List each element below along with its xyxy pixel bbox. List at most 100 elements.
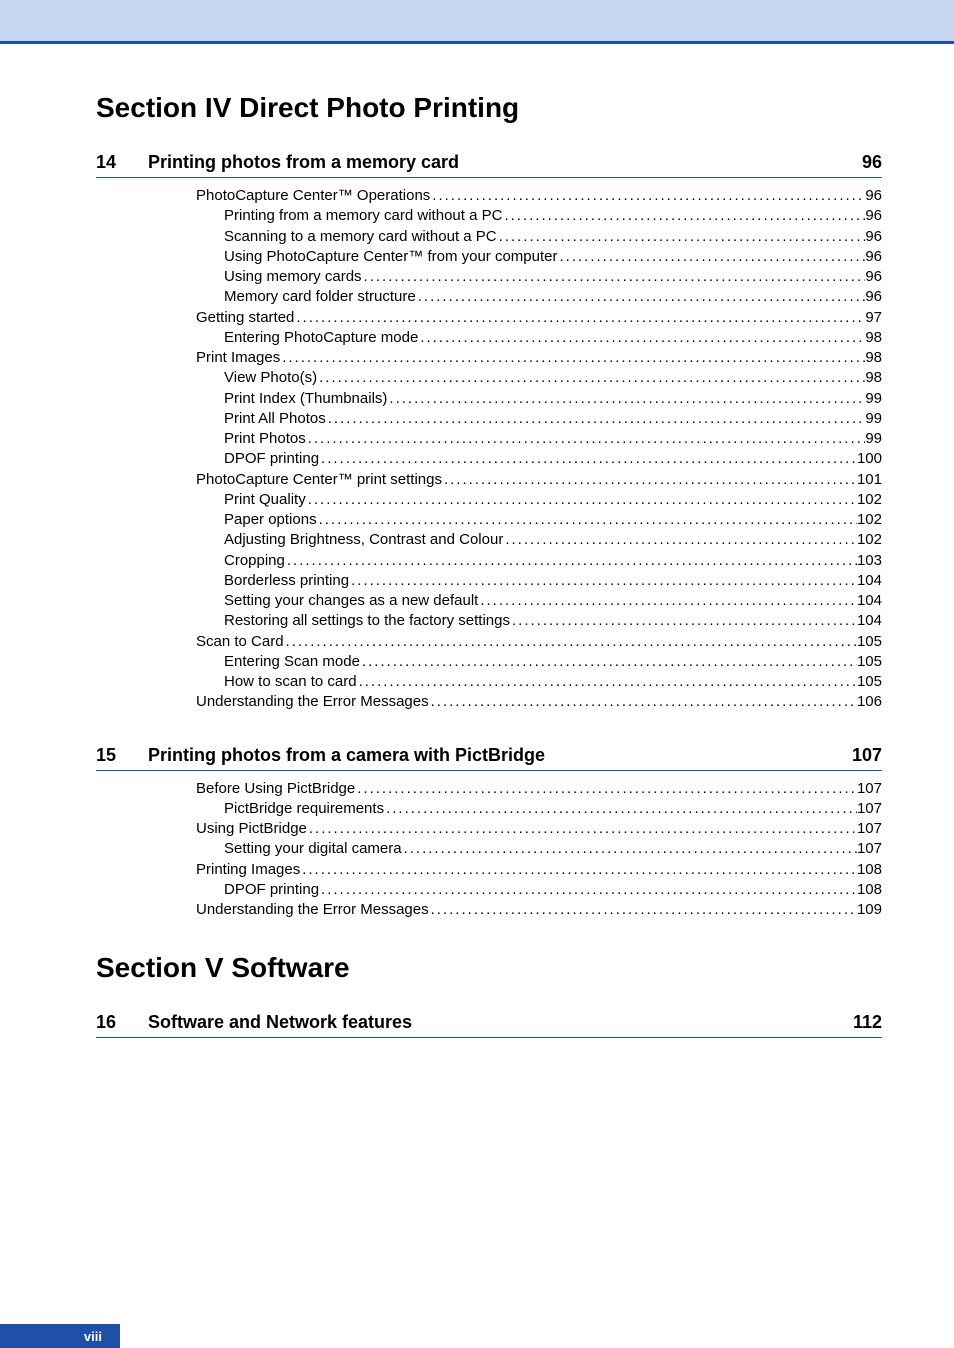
toc-entry-page: 96	[865, 267, 882, 287]
chapter-14-page: 96	[862, 152, 882, 173]
toc-entry-page: 108	[857, 860, 882, 880]
toc-entry-label: DPOF printing	[224, 449, 319, 469]
toc-entry-label: Print Quality	[224, 490, 306, 510]
toc-entry-label: Print Index (Thumbnails)	[224, 389, 387, 409]
toc-entry-label: Print All Photos	[224, 409, 326, 429]
toc-entry[interactable]: Printing from a memory card without a PC…	[196, 206, 882, 226]
toc-leader-dots	[502, 206, 865, 226]
toc-entry[interactable]: Print Images 98	[196, 348, 882, 368]
toc-entry-label: DPOF printing	[224, 880, 319, 900]
toc-entry-label: Setting your digital camera	[224, 839, 402, 859]
toc-entry[interactable]: Printing Images 108	[196, 860, 882, 880]
toc-entry[interactable]: Using PhotoCapture Center™ from your com…	[196, 247, 882, 267]
toc-entry[interactable]: Print Photos99	[196, 429, 882, 449]
toc-entry[interactable]: Print Index (Thumbnails)99	[196, 389, 882, 409]
chapter-15-toc: Before Using PictBridge107PictBridge req…	[196, 779, 882, 921]
toc-leader-dots	[349, 571, 857, 591]
toc-entry[interactable]: Using PictBridge 107	[196, 819, 882, 839]
toc-leader-dots	[478, 591, 857, 611]
toc-entry-label: Before Using PictBridge	[196, 779, 355, 799]
toc-entry-page: 97	[865, 308, 882, 328]
toc-leader-dots	[387, 389, 865, 409]
toc-entry-label: Using PictBridge	[196, 819, 307, 839]
toc-entry[interactable]: Before Using PictBridge107	[196, 779, 882, 799]
toc-entry-label: Borderless printing	[224, 571, 349, 591]
toc-leader-dots	[326, 409, 866, 429]
toc-entry[interactable]: View Photo(s)98	[196, 368, 882, 388]
toc-leader-dots	[294, 308, 865, 328]
toc-entry-label: PictBridge requirements	[224, 799, 384, 819]
toc-leader-dots	[429, 692, 857, 712]
toc-leader-dots	[360, 652, 857, 672]
toc-leader-dots	[300, 860, 857, 880]
toc-entry[interactable]: Using memory cards 96	[196, 267, 882, 287]
toc-entry-label: Getting started	[196, 308, 294, 328]
toc-leader-dots	[355, 779, 857, 799]
chapter-15-title: Printing photos from a camera with PictB…	[148, 745, 852, 766]
toc-entry-page: 105	[857, 632, 882, 652]
toc-entry-page: 105	[857, 652, 882, 672]
toc-entry-page: 96	[865, 206, 882, 226]
toc-entry-page: 106	[857, 692, 882, 712]
toc-leader-dots	[306, 490, 857, 510]
toc-leader-dots	[429, 900, 857, 920]
toc-leader-dots	[557, 247, 865, 267]
toc-entry[interactable]: Getting started 97	[196, 308, 882, 328]
toc-entry[interactable]: PictBridge requirements 107	[196, 799, 882, 819]
toc-entry[interactable]: Understanding the Error Messages 109	[196, 900, 882, 920]
toc-entry[interactable]: Entering PhotoCapture mode98	[196, 328, 882, 348]
toc-entry-label: Using memory cards	[224, 267, 362, 287]
toc-leader-dots	[384, 799, 857, 819]
toc-entry[interactable]: Scanning to a memory card without a PC96	[196, 227, 882, 247]
toc-entry-label: PhotoCapture Center™ Operations	[196, 186, 430, 206]
toc-entry[interactable]: Setting your digital camera107	[196, 839, 882, 859]
toc-entry-label: Scan to Card	[196, 632, 284, 652]
toc-entry[interactable]: Scan to Card 105	[196, 632, 882, 652]
chapter-16-page: 112	[853, 1012, 882, 1033]
toc-entry[interactable]: Cropping103	[196, 551, 882, 571]
toc-entry[interactable]: Memory card folder structure96	[196, 287, 882, 307]
toc-leader-dots	[317, 368, 865, 388]
toc-leader-dots	[497, 227, 866, 247]
chapter-14-toc: PhotoCapture Center™ Operations96Printin…	[196, 186, 882, 713]
toc-entry[interactable]: Setting your changes as a new default104	[196, 591, 882, 611]
toc-entry[interactable]: Borderless printing104	[196, 571, 882, 591]
toc-entry-page: 96	[865, 227, 882, 247]
toc-entry-page: 102	[857, 490, 882, 510]
toc-entry-page: 104	[857, 611, 882, 631]
toc-leader-dots	[284, 632, 857, 652]
toc-entry[interactable]: Print All Photos99	[196, 409, 882, 429]
toc-entry-page: 98	[865, 368, 882, 388]
toc-entry-label: Printing Images	[196, 860, 300, 880]
toc-entry-label: Understanding the Error Messages	[196, 900, 429, 920]
toc-leader-dots	[416, 287, 866, 307]
toc-entry[interactable]: Adjusting Brightness, Contrast and Colou…	[196, 530, 882, 550]
toc-leader-dots	[430, 186, 865, 206]
toc-entry[interactable]: Understanding the Error Messages 106	[196, 692, 882, 712]
toc-entry[interactable]: Entering Scan mode105	[196, 652, 882, 672]
toc-entry-label: Entering PhotoCapture mode	[224, 328, 418, 348]
toc-entry-page: 100	[857, 449, 882, 469]
toc-entry-page: 109	[857, 900, 882, 920]
toc-entry-label: How to scan to card	[224, 672, 357, 692]
toc-entry[interactable]: DPOF printing108	[196, 880, 882, 900]
toc-entry-page: 96	[865, 287, 882, 307]
toc-entry-label: Print Images	[196, 348, 280, 368]
toc-entry-label: Setting your changes as a new default	[224, 591, 478, 611]
toc-entry[interactable]: How to scan to card105	[196, 672, 882, 692]
toc-entry[interactable]: Restoring all settings to the factory se…	[196, 611, 882, 631]
toc-entry[interactable]: PhotoCapture Center™ print settings101	[196, 470, 882, 490]
toc-entry-label: Understanding the Error Messages	[196, 692, 429, 712]
toc-entry-page: 107	[857, 819, 882, 839]
toc-entry[interactable]: PhotoCapture Center™ Operations96	[196, 186, 882, 206]
chapter-15-row[interactable]: 15 Printing photos from a camera with Pi…	[96, 745, 882, 771]
toc-leader-dots	[319, 449, 857, 469]
toc-entry-page: 107	[857, 799, 882, 819]
toc-entry-page: 96	[865, 247, 882, 267]
toc-entry[interactable]: DPOF printing 100	[196, 449, 882, 469]
chapter-14-row[interactable]: 14 Printing photos from a memory card 96	[96, 152, 882, 178]
chapter-16-row[interactable]: 16 Software and Network features 112	[96, 1012, 882, 1038]
toc-entry[interactable]: Paper options102	[196, 510, 882, 530]
toc-entry-page: 98	[865, 348, 882, 368]
toc-entry[interactable]: Print Quality 102	[196, 490, 882, 510]
